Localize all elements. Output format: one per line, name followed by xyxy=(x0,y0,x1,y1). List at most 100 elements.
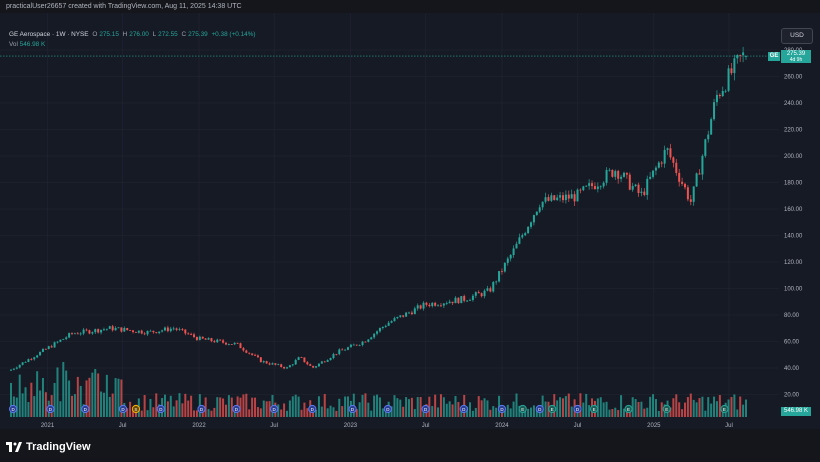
candle-body xyxy=(126,328,129,331)
candle-body xyxy=(117,327,120,329)
volume-bar xyxy=(230,397,233,417)
dividend-marker xyxy=(383,404,392,414)
candle-body xyxy=(512,248,515,256)
volume-bar xyxy=(698,398,701,417)
volume-bar xyxy=(599,397,602,417)
candle-body xyxy=(195,337,198,341)
candle-body xyxy=(169,328,172,332)
volume-bar xyxy=(405,397,408,417)
volume-bar xyxy=(657,410,660,417)
volume-bar xyxy=(326,408,329,417)
candle-body xyxy=(85,329,88,331)
candle-body xyxy=(480,293,483,297)
candle-body xyxy=(399,315,402,317)
ticker-tag: GE xyxy=(768,51,780,61)
candle-body xyxy=(76,333,79,335)
candle-body xyxy=(698,173,701,175)
candle-body xyxy=(242,348,245,351)
candle-body xyxy=(239,343,242,349)
volume-bar xyxy=(681,409,684,417)
volume-bar xyxy=(570,406,573,417)
currency-button[interactable]: USD xyxy=(781,28,813,44)
candle-body xyxy=(24,361,27,363)
volume-bar xyxy=(346,396,349,417)
candle-body xyxy=(320,361,323,364)
volume-bar xyxy=(88,377,91,417)
volume-bar xyxy=(76,376,79,417)
volume-bar xyxy=(53,382,56,417)
volume-bar xyxy=(163,394,166,417)
candle-body xyxy=(390,321,393,323)
candle-body xyxy=(309,364,312,366)
candle-body xyxy=(695,173,698,187)
volume-bar xyxy=(727,399,730,417)
volume-bar xyxy=(27,402,30,417)
volume-bar xyxy=(707,397,710,417)
candle-body xyxy=(428,304,431,307)
candle-body xyxy=(733,58,736,74)
candle-body xyxy=(442,303,445,306)
volume-bar xyxy=(695,402,698,417)
candle-body xyxy=(500,271,503,272)
open-value: 275.15 xyxy=(99,31,119,38)
dividend-marker xyxy=(118,404,128,414)
volume-bar xyxy=(259,408,262,417)
candle-body xyxy=(686,187,689,200)
tradingview-brand: TradingView xyxy=(26,441,91,453)
candle-body xyxy=(425,302,428,305)
volume-bar xyxy=(291,396,294,417)
candle-body xyxy=(692,186,695,202)
candle-body xyxy=(100,329,103,333)
volume-bar xyxy=(643,408,646,417)
volume-bar xyxy=(614,407,617,417)
volume-bar xyxy=(660,402,663,417)
candle-body xyxy=(315,366,318,368)
candle-body xyxy=(538,207,541,212)
symbol-legend: GE Aerospace · 1W · NYSE O 275.15 H 276.00… xyxy=(9,31,258,38)
tradingview-logo[interactable]: TradingView xyxy=(6,441,91,453)
volume-bar xyxy=(535,409,538,417)
candle-body xyxy=(654,167,657,171)
candle-body xyxy=(190,334,193,335)
candle-body xyxy=(405,312,408,317)
candle-body xyxy=(408,312,411,314)
volume-bar xyxy=(617,410,620,417)
candle-body xyxy=(285,367,288,369)
volume-bar xyxy=(419,397,422,417)
earnings-marker xyxy=(518,404,527,414)
volume-bar xyxy=(36,371,39,417)
volume-bar xyxy=(460,408,463,417)
dividend-marker xyxy=(348,404,357,414)
candle-body xyxy=(149,330,152,332)
change-value: +0.38 (+0.14%) xyxy=(211,31,256,38)
volume-bar xyxy=(622,408,625,417)
volume-bar xyxy=(18,374,21,417)
candle-body xyxy=(53,342,56,348)
volume-bar xyxy=(640,401,643,417)
last-price-value: 275.39 xyxy=(786,51,806,58)
candle-body xyxy=(184,329,187,334)
candle-body xyxy=(460,296,463,304)
symbol-title[interactable]: GE Aerospace · 1W · NYSE xyxy=(9,31,89,38)
volume-bar xyxy=(213,407,216,417)
volume-bar xyxy=(585,393,588,417)
candle-body xyxy=(669,148,672,158)
chart-pane[interactable]: D D D D D D D D D D D D D D D D S E E E E E E 20.00 40.00 60.00 80… xyxy=(0,13,820,429)
volume-bar xyxy=(149,398,152,417)
candle-body xyxy=(631,186,634,190)
candle-body xyxy=(724,90,727,92)
candle-body xyxy=(489,288,492,292)
candle-body xyxy=(251,353,254,355)
candle-body xyxy=(143,333,146,335)
candlestick-chart[interactable]: D D D D D D D D D D D D D D D D S E E E E E E 20.00 40.00 60.00 80… xyxy=(0,13,820,429)
volume-bar xyxy=(431,406,434,417)
volume-bar xyxy=(718,395,721,417)
dividend-marker-label: D xyxy=(49,407,53,412)
volume-bar xyxy=(129,401,132,417)
candle-body xyxy=(105,328,108,330)
volume-bar xyxy=(329,405,332,417)
volume-bar xyxy=(378,397,381,417)
candle-body xyxy=(204,338,207,340)
volume-bar xyxy=(649,396,652,417)
volume-bar xyxy=(556,400,559,417)
